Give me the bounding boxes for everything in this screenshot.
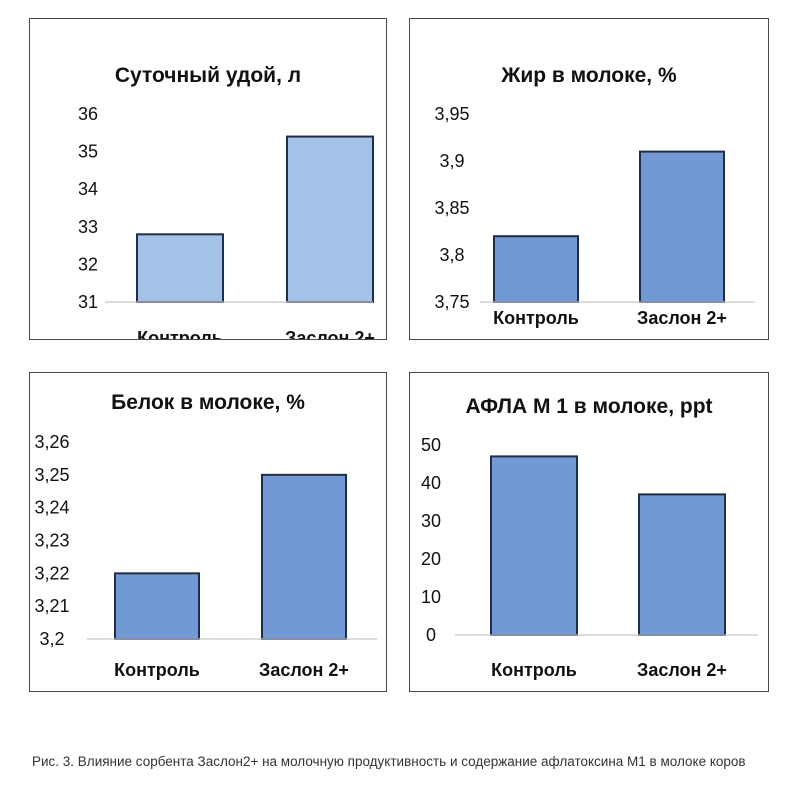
y-tick-label: 40 [421,473,441,493]
chart-panel-milk-fat: Жир в молоке, % 3,75 3,8 3,85 3,9 3,95 Контрол… [409,18,769,340]
bar-control [493,235,579,303]
y-tick-label: 31 [78,292,98,312]
y-tick-label: 3,21 [34,596,69,616]
chart-panel-milk-protein: Белок в молоке, % 3,2 3,21 3,22 3,23 3,24 3,25… [29,372,387,692]
y-tick-label: 3,95 [434,104,469,124]
bar-zaslon [261,473,347,641]
y-tick-label: 3,26 [34,432,69,452]
category-label-control: Контроль [137,328,223,339]
category-label-zaslon: Заслон 2+ [285,328,375,339]
chart-svg: Суточный удой, л 31 32 33 34 35 36 Контроль Засл… [78,64,375,339]
chart-panel-afla-m1: АФЛА М 1 в молоке, ppt 0 10 20 30 40 50 Контрол… [409,372,769,692]
y-tick-label: 3,2 [39,629,64,649]
chart-svg: Белок в молоке, % 3,2 3,21 3,22 3,23 3,24 3,25… [34,391,377,680]
y-tick-label: 3,85 [434,198,469,218]
y-tick-label: 33 [78,217,98,237]
y-tick-label: 3,75 [434,292,469,312]
y-tick-label: 35 [78,142,98,162]
y-tick-label: 3,22 [34,563,69,583]
chart-title: Белок в молоке, % [111,391,305,414]
chart-title: АФЛА М 1 в молоке, ppt [465,395,712,418]
bar-zaslon [639,150,725,303]
category-label-control: Контроль [493,308,579,328]
bar-zaslon [638,493,726,637]
category-label-control: Контроль [114,660,200,680]
y-tick-label: 3,23 [34,531,69,551]
category-label-zaslon: Заслон 2+ [259,660,349,680]
category-label-zaslon: Заслон 2+ [637,660,727,680]
category-label-zaslon: Заслон 2+ [637,308,727,328]
figure-caption: Рис. 3. Влияние сорбента Заслон2+ на мол… [32,754,746,769]
y-tick-label: 34 [78,179,98,199]
y-tick-label: 30 [421,511,441,531]
y-tick-label: 20 [421,549,441,569]
chart-title: Жир в молоке, % [500,64,677,87]
bar-control [114,572,200,640]
chart-title: Суточный удой, л [115,64,301,87]
y-tick-label: 3,9 [439,151,464,171]
chart-svg: Жир в молоке, % 3,75 3,8 3,85 3,9 3,95 Контрол… [434,64,755,328]
bar-zaslon [286,135,374,303]
bar-control [490,455,578,637]
bar-control [136,233,224,304]
y-tick-label: 50 [421,435,441,455]
y-tick-label: 10 [421,587,441,607]
y-tick-label: 3,8 [439,245,464,265]
y-tick-label: 36 [78,104,98,124]
y-tick-label: 3,24 [34,498,69,518]
y-tick-label: 32 [78,254,98,274]
category-label-control: Контроль [491,660,577,680]
chart-svg: АФЛА М 1 в молоке, ppt 0 10 20 30 40 50 Контрол… [421,395,758,680]
chart-panel-daily-milk-yield: Суточный удой, л 31 32 33 34 35 36 Контроль Засл… [29,18,387,340]
y-tick-label: 0 [426,625,436,645]
y-tick-label: 3,25 [34,465,69,485]
